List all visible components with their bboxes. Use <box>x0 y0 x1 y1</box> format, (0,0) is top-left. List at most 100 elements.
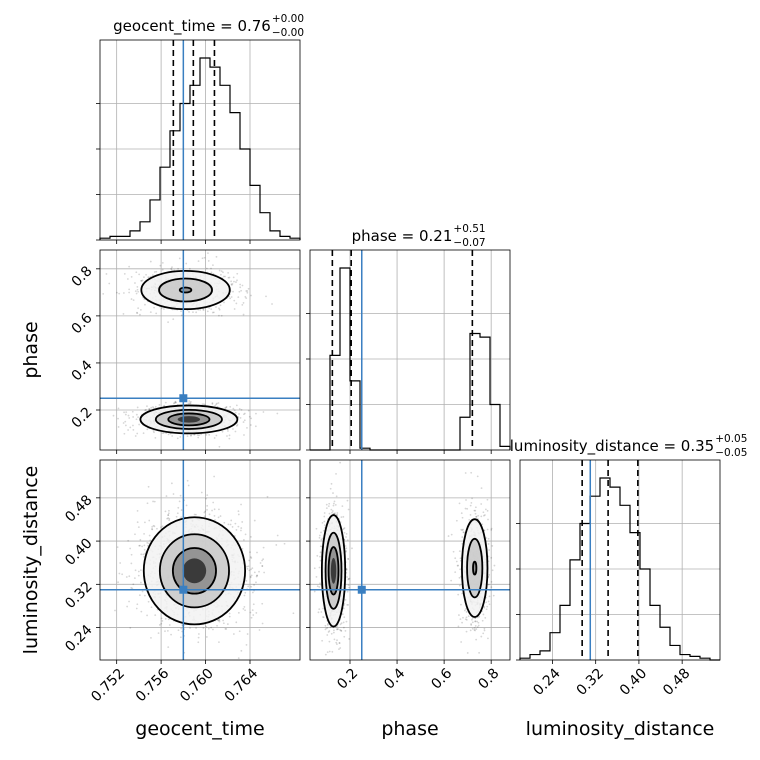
sample-point <box>234 411 237 414</box>
sample-point <box>457 564 460 567</box>
sample-point <box>125 576 128 578</box>
sample-point <box>167 517 170 519</box>
sample-point <box>243 606 246 608</box>
sample-point <box>248 415 251 418</box>
contour-line <box>324 531 343 610</box>
sample-point <box>123 411 125 414</box>
sample-point <box>216 624 218 627</box>
sample-point <box>108 282 111 285</box>
sample-point <box>266 495 269 498</box>
sample-point <box>137 526 140 529</box>
sample-point <box>465 608 467 610</box>
sample-point <box>218 307 220 310</box>
sample-point <box>152 500 154 503</box>
sample-point <box>226 435 228 437</box>
sample-point <box>208 513 211 516</box>
sample-point <box>201 403 204 406</box>
panel-title: geocent_time = 0.76 <box>113 17 271 36</box>
sample-point <box>160 526 162 529</box>
sample-point <box>188 267 191 270</box>
sample-point <box>227 523 230 526</box>
sample-point <box>457 593 460 596</box>
sample-point <box>347 557 350 560</box>
sample-point <box>255 412 257 415</box>
sample-point <box>208 307 211 310</box>
sample-point <box>249 576 252 579</box>
sample-point <box>320 538 323 541</box>
sample-point <box>256 574 259 577</box>
sample-point <box>239 286 242 289</box>
sample-point <box>488 573 491 576</box>
sample-point <box>219 304 222 307</box>
sample-point <box>179 636 182 639</box>
sample-point <box>167 514 170 516</box>
sample-point <box>112 414 115 417</box>
sample-point <box>245 643 248 646</box>
sample-point <box>252 614 255 616</box>
sample-point <box>337 628 340 631</box>
sample-point <box>160 307 163 310</box>
sample-point <box>470 501 473 504</box>
sample-point <box>174 400 177 403</box>
sample-point <box>129 626 132 629</box>
sample-point <box>137 307 140 310</box>
sample-point <box>148 519 151 522</box>
x-tick-label: 0.756 <box>133 665 173 705</box>
contour-line <box>140 269 231 311</box>
sample-point <box>245 297 248 300</box>
sample-point <box>218 619 220 622</box>
sample-point <box>248 569 251 572</box>
sample-point <box>464 472 467 474</box>
sample-point <box>458 502 461 505</box>
sample-point <box>475 515 478 518</box>
sample-point <box>129 426 132 429</box>
sample-point <box>471 621 474 624</box>
sample-point <box>215 306 217 308</box>
sample-point <box>188 400 191 402</box>
sample-point <box>319 559 322 562</box>
sample-point <box>136 312 139 315</box>
sample-point <box>128 265 131 268</box>
sample-point <box>323 512 326 514</box>
sample-point <box>132 424 134 427</box>
sample-point <box>331 650 334 653</box>
sample-point <box>134 282 136 284</box>
sample-point <box>137 416 139 419</box>
sample-point <box>343 531 346 534</box>
sample-point <box>152 407 155 410</box>
sample-point <box>149 311 152 314</box>
sample-point <box>174 401 177 404</box>
sample-point <box>271 303 273 305</box>
sample-point <box>197 633 200 635</box>
title-lower-error: −0.07 <box>453 237 485 249</box>
sample-point <box>235 424 238 427</box>
sample-point <box>241 521 244 523</box>
sample-point <box>461 592 464 595</box>
sample-point <box>343 635 346 638</box>
sample-point <box>144 303 146 306</box>
sample-point <box>342 621 345 624</box>
sample-point <box>321 537 324 540</box>
sample-point <box>213 508 216 511</box>
sample-point <box>450 579 453 582</box>
sample-point <box>487 518 489 521</box>
sample-point <box>206 508 208 511</box>
sample-point <box>452 550 455 553</box>
sample-point <box>330 632 333 635</box>
sample-point <box>237 611 240 614</box>
sample-point <box>143 276 145 279</box>
x-axis-label-geocent_time: geocent_time <box>135 718 264 740</box>
sample-point <box>217 619 220 622</box>
sample-point <box>153 271 156 273</box>
sample-point <box>470 623 472 625</box>
x-tick-label: 0.40 <box>617 666 650 699</box>
sample-point <box>229 523 232 526</box>
sample-point <box>203 511 206 514</box>
sample-point <box>224 275 226 278</box>
sample-point <box>246 567 249 570</box>
sample-point <box>217 516 220 519</box>
sample-point <box>292 612 295 615</box>
sample-point <box>150 606 153 609</box>
sample-point <box>475 638 478 641</box>
sample-point <box>262 558 265 561</box>
